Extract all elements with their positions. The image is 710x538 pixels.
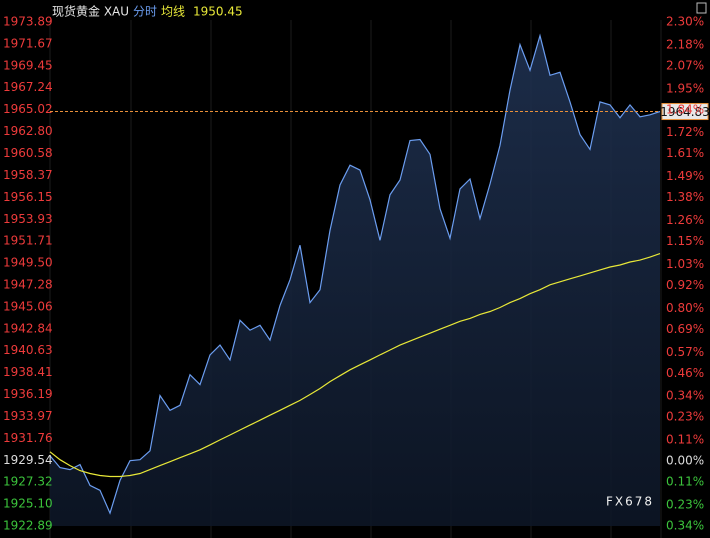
y-tick-label: 1971.67 [3,36,53,50]
y2-tick-label: 2.18% [666,37,704,51]
y2-tick-label: 1.84% [666,102,704,116]
y2-tick-label: 0.46% [666,366,704,380]
y2-tick-label: 1.26% [666,213,704,227]
y2-tick-label: 1.38% [666,190,704,204]
y2-tick-label: 1.61% [666,146,704,160]
y-tick-label: 1962.80 [3,124,53,138]
y2-tick-label: 0.57% [666,345,704,359]
y-tick-label: 1949.50 [3,256,53,270]
y-tick-label: 1969.45 [3,58,53,72]
chart-title: 现货黄金 XAU [52,4,129,19]
y2-tick-label: 0.34% [666,519,704,533]
y2-tick-label: 1.03% [666,257,704,271]
y2-tick-label: 0.34% [666,389,704,403]
y-tick-label: 1938.41 [3,365,53,379]
avg-value: 1950.45 [193,5,243,19]
y2-tick-label: 1.49% [666,169,704,183]
y-tick-label: 1958.37 [3,168,53,182]
y2-tick-label: 1.15% [666,234,704,248]
legend-entry: 均线 [161,5,185,19]
y-tick-label: 1925.10 [3,497,53,511]
y-tick-label: 1965.02 [3,102,53,116]
current-price-box [661,103,709,121]
y-tick-label: 1956.15 [3,190,53,204]
y2-tick-label: 1.95% [666,81,704,95]
y-tick-label: 1927.32 [3,475,53,489]
y-tick-label: 1953.93 [3,212,53,226]
y2-tick-label: 0.23% [666,410,704,424]
y2-tick-label: 2.30% [666,15,704,29]
y-tick-label: 1967.24 [3,80,53,94]
y-tick-label: 1973.89 [3,15,53,29]
y-tick-label: 1940.63 [3,343,53,357]
y-tick-label: 1951.71 [3,234,53,248]
y2-tick-label: 0.11% [666,433,704,447]
watermark: FX678 [606,495,654,509]
price-line [49,33,661,515]
price-area [50,35,660,526]
y-tick-label: 1922.89 [3,519,53,533]
current-price-label: 1964.83 [660,105,710,119]
y2-tick-label: 0.69% [666,322,704,336]
y2-tick-label: 1.72% [666,125,704,139]
y-tick-label: 1931.76 [3,431,53,445]
y2-tick-label: 0.23% [666,498,704,512]
y2-tick-label: 0.11% [666,475,704,489]
average-line [49,253,661,478]
y2-tick-label: 0.00% [666,454,704,468]
y-tick-label: 1960.58 [3,146,53,160]
window-icon[interactable] [696,2,707,14]
legend-entry: 分时 [133,5,157,19]
y-tick-label: 1929.54 [3,453,53,467]
y-tick-label: 1933.97 [3,409,53,423]
y2-tick-label: 2.07% [666,58,704,72]
y-tick-label: 1947.28 [3,277,53,291]
y-tick-label: 1945.06 [3,299,53,313]
y-tick-label: 1942.84 [3,321,53,335]
y-tick-label: 1936.19 [3,387,53,401]
y2-tick-label: 0.92% [666,278,704,292]
y2-tick-label: 0.80% [666,301,704,315]
